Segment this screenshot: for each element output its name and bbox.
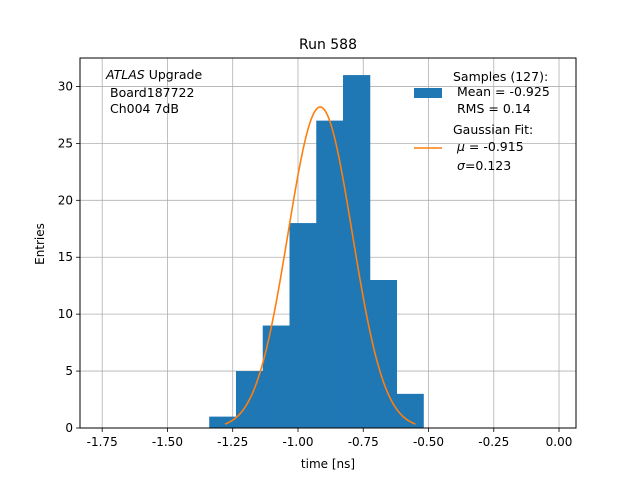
y-tick-label: 5 (65, 364, 73, 378)
plot-frame (79, 57, 577, 429)
mu-value: = -0.915 (465, 139, 524, 154)
y-tick-label: 10 (58, 307, 73, 321)
histogram-bar (343, 75, 371, 429)
legend: Samples (127): Mean = -0.925 RMS = 0.14 … (414, 69, 550, 173)
histogram-bar (262, 325, 290, 428)
gaussian-fit-layer (224, 106, 416, 425)
y-tick-label: 15 (58, 250, 73, 264)
y-tick-label: 30 (58, 79, 73, 93)
mu-symbol: μ (456, 139, 465, 154)
y-tick-label: 25 (58, 136, 73, 150)
sigma-value: =0.123 (465, 158, 511, 173)
atlas-label: ATLAS (105, 67, 145, 82)
legend-samples-title: Samples (127): (453, 69, 548, 84)
legend-fit-title: Gaussian Fit: (453, 122, 533, 137)
x-tick-label: -1.00 (282, 435, 313, 449)
x-tick-label: -0.50 (413, 435, 444, 449)
histogram-bar (369, 280, 398, 428)
upgrade-label: Upgrade (145, 67, 203, 82)
y-tick-label: 0 (65, 421, 73, 435)
x-axis-label: time [ns] (301, 457, 355, 471)
legend-fit-mu: μ = -0.915 (456, 139, 524, 154)
x-tick-label: -1.75 (87, 435, 118, 449)
x-tick-label: 0.00 (546, 435, 573, 449)
histogram-bar (289, 223, 317, 428)
legend-samples-rms: RMS = 0.14 (457, 101, 531, 116)
legend-samples-mean: Mean = -0.925 (457, 84, 550, 99)
histogram-bars (209, 75, 424, 429)
axis-ticks: -1.75 -1.50 -1.25 -1.00 -0.75 -0.50 -0.25 0.00 0… (58, 79, 573, 449)
histogram-bar (396, 393, 424, 428)
chart-title: Run 588 (299, 37, 357, 53)
board-label: Board187722 (110, 85, 194, 100)
atlas-annotation: ATLAS Upgrade Board187722 Ch004 7dB (105, 67, 202, 116)
x-tick-label: -0.25 (478, 435, 509, 449)
channel-label: Ch004 7dB (110, 101, 179, 116)
legend-fit-sigma: σ=0.123 (457, 158, 511, 173)
x-tick-label: -1.25 (217, 435, 248, 449)
x-tick-label: -0.75 (348, 435, 379, 449)
y-tick-label: 20 (58, 193, 73, 207)
histogram-bar (209, 416, 237, 428)
sigma-symbol: σ (457, 158, 466, 173)
gaussian-fit-curve (224, 106, 416, 425)
atlas-annotation-line1: ATLAS Upgrade (105, 67, 202, 82)
histogram-bar (316, 120, 344, 428)
legend-samples-swatch (414, 88, 442, 98)
y-axis-label: Entries (33, 223, 47, 265)
x-tick-label: -1.50 (152, 435, 183, 449)
